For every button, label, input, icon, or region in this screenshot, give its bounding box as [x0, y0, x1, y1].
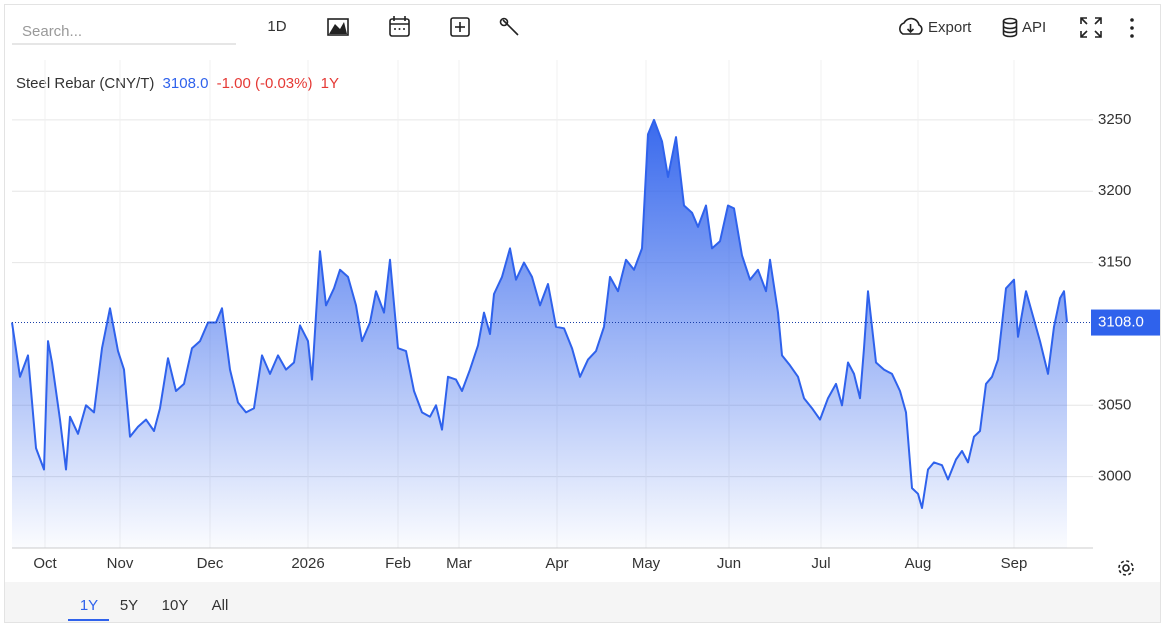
x-tick-label: Feb [385, 555, 411, 572]
x-tick-label: Nov [107, 555, 134, 572]
compare-icon[interactable] [450, 17, 470, 37]
quote-price: 3108.0 [163, 75, 209, 92]
menu-icon[interactable] [1130, 18, 1134, 38]
export-label: Export [928, 19, 972, 36]
chart-type-icon[interactable] [327, 18, 349, 36]
area [12, 119, 1067, 549]
plot: 3000 3050 3150 3200 3250 Oct Nov Dec 2026 Feb Mar A… [11, 60, 1160, 572]
gear-icon[interactable] [1118, 560, 1134, 576]
range-button[interactable]: 1Y [80, 597, 98, 614]
settings-wrench-icon[interactable] [499, 17, 519, 36]
x-tick-label: May [632, 555, 661, 572]
x-tick-label: Dec [197, 555, 224, 572]
interval-button[interactable]: 1D [267, 18, 286, 35]
y-tick-label: 3000 [1098, 468, 1131, 485]
range-button[interactable]: All [212, 597, 229, 614]
range-bar [5, 582, 1160, 622]
y-tick-label: 3050 [1098, 396, 1131, 413]
quote-change: -1.00 (-0.03%) [217, 75, 313, 92]
price-line [11, 118, 1068, 509]
api-label: API [1022, 19, 1046, 36]
toolbar: Search... 1D Export API [12, 16, 1134, 45]
range-button[interactable]: 10Y [162, 597, 189, 614]
search-box[interactable]: Search... [22, 23, 82, 40]
calendar-icon[interactable] [389, 16, 410, 37]
export-button[interactable]: Export [899, 17, 972, 36]
x-tick-label: 2026 [291, 555, 324, 572]
last-value-tag [1091, 309, 1160, 336]
api-button[interactable]: API [1002, 17, 1047, 38]
fullscreen-icon[interactable] [1080, 17, 1102, 38]
y-tick-label: 3150 [1098, 254, 1131, 271]
x-tick-label: Jul [811, 555, 830, 572]
x-tick-label: Oct [33, 555, 57, 572]
y-tick-label: 3200 [1098, 182, 1131, 199]
range-button[interactable]: 5Y [120, 597, 138, 614]
x-tick-label: Aug [905, 555, 932, 572]
range-buttons: 1Y 5Y 10Y All [68, 597, 229, 621]
x-tick-label: Jun [717, 555, 741, 572]
quote-period: 1Y [321, 75, 339, 92]
x-tick-label: Mar [446, 555, 472, 572]
quote-line: Steel Rebar (CNY/T) 3108.0 -1.00 (-0.03%… [16, 75, 339, 92]
y-tick-label: 3250 [1098, 111, 1131, 128]
last-value-label: 3108.0 [1098, 314, 1144, 331]
x-tick-label: Sep [1001, 555, 1028, 572]
x-tick-label: Apr [545, 555, 568, 572]
quote-name: Steel Rebar (CNY/T) [16, 75, 154, 92]
